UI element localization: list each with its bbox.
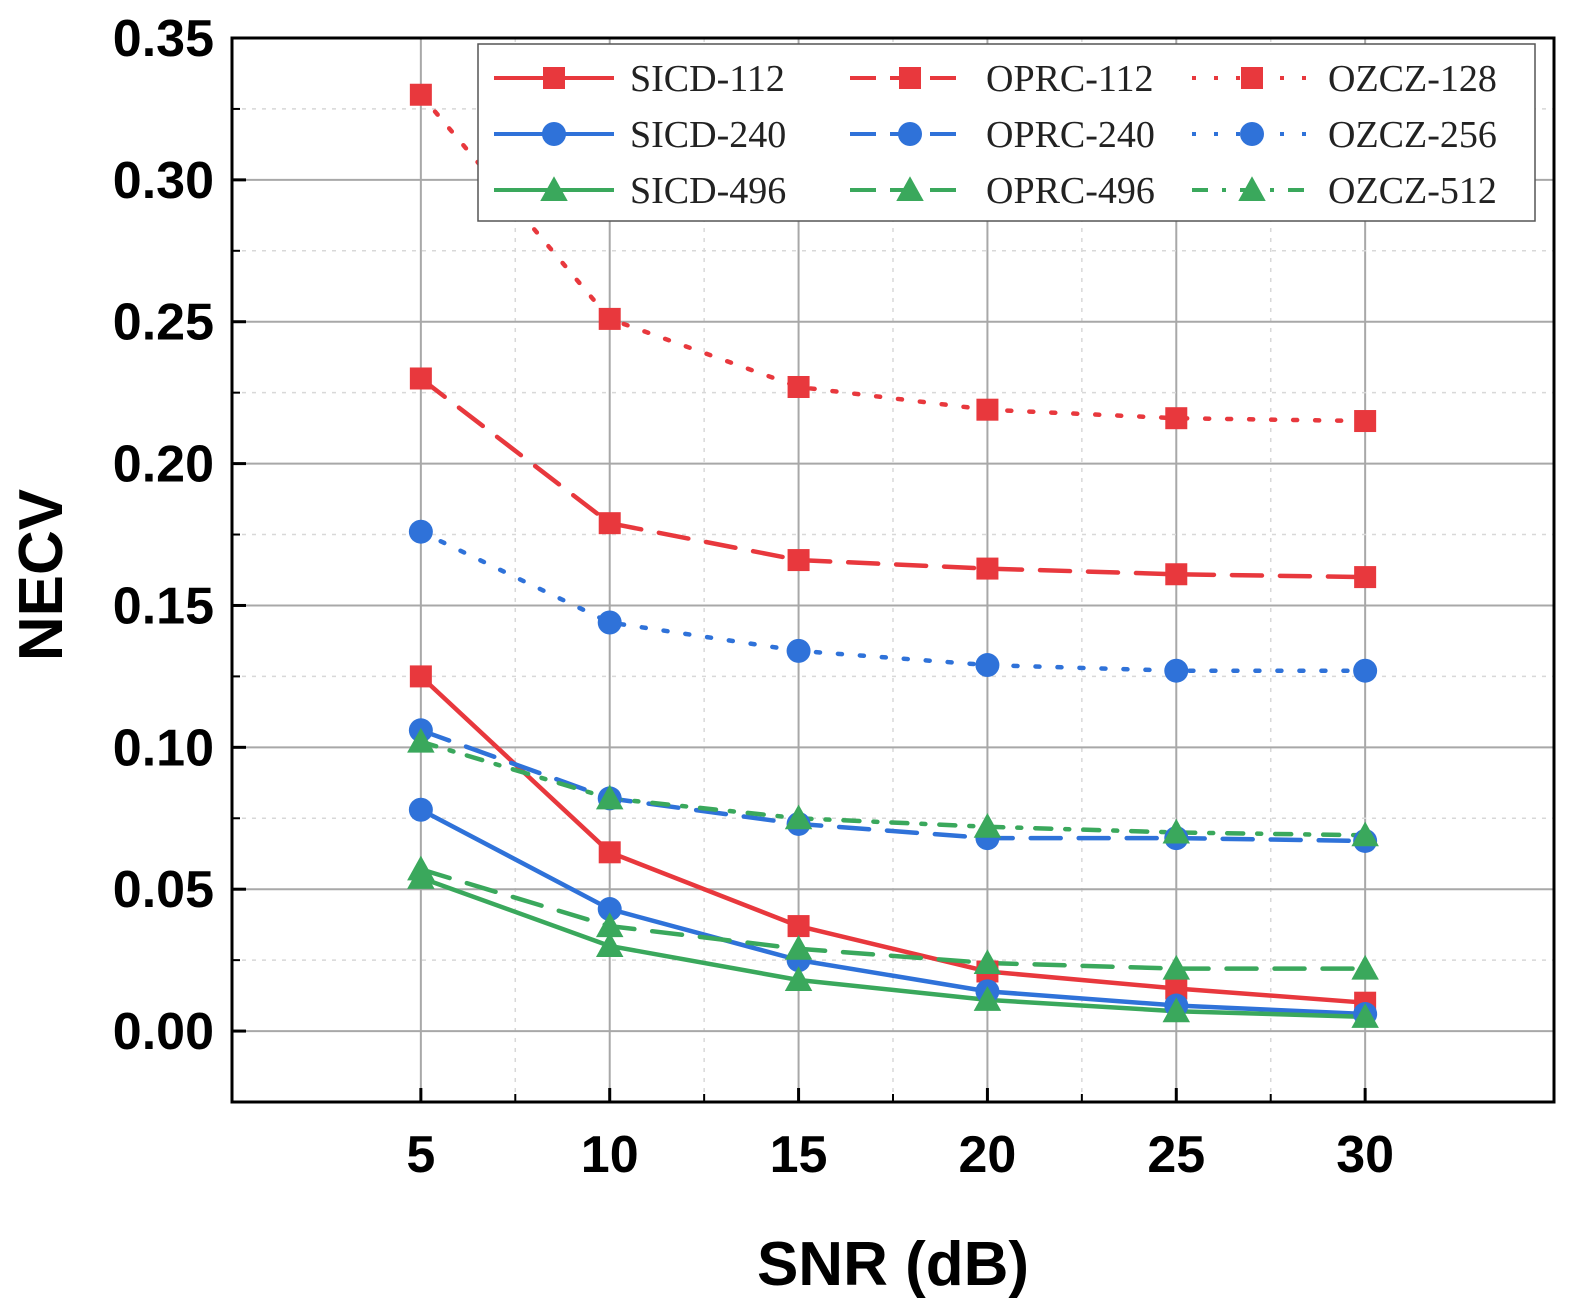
legend-marker-sicd-112 — [543, 67, 565, 89]
axis-ticks: 5 10 15 20 25 30 0.00 0.05 0.10 0.15 0.20 0.25 0.30 0… — [113, 10, 1394, 1184]
data-point-oprc-496 — [1162, 954, 1191, 980]
legend-marker-oprc-240 — [898, 122, 922, 146]
data-point-ozcz-256 — [975, 653, 1000, 678]
legend-label-oprc-496: OPRC-496 — [986, 170, 1155, 212]
data-point-ozcz-128 — [409, 83, 432, 106]
legend: SICD-112 OPRC-112 OZCZ-128 SICD-240 OPRC-240… — [477, 43, 1536, 222]
legend-marker-oprc-112 — [899, 67, 921, 89]
data-point-ozcz-512 — [407, 727, 435, 753]
data-point-sicd-112 — [1165, 977, 1188, 1000]
y-tick-label: 0.35 — [113, 10, 214, 68]
data-point-oprc-112 — [1354, 566, 1377, 589]
series-line-sicd-496 — [418, 875, 1368, 1020]
series-line-ozcz-256 — [418, 529, 1368, 673]
series-line-ozcz-128 — [418, 92, 1368, 424]
data-point-ozcz-128 — [1165, 407, 1188, 430]
legend-label-oprc-240: OPRC-240 — [986, 114, 1155, 156]
y-tick-label: 0.30 — [113, 152, 214, 210]
data-point-oprc-112 — [1165, 563, 1188, 586]
data-point-sicd-240 — [408, 797, 433, 822]
data-point-oprc-496 — [973, 949, 1002, 974]
legend-label-ozcz-512: OZCZ-512 — [1328, 170, 1497, 212]
series-markers — [407, 83, 1379, 1028]
series-lines — [418, 92, 1368, 1020]
data-point-sicd-240 — [597, 897, 622, 922]
data-point-sicd-112 — [787, 915, 810, 938]
y-tick-label: 0.25 — [113, 294, 214, 352]
legend-label-sicd-496: SICD-496 — [630, 170, 786, 212]
data-point-ozcz-256 — [408, 519, 433, 544]
data-point-sicd-496 — [973, 986, 1002, 1011]
data-point-oprc-496 — [784, 935, 813, 960]
data-point-ozcz-512 — [973, 813, 1002, 838]
legend-label-oprc-112: OPRC-112 — [986, 58, 1154, 100]
data-point-ozcz-128 — [787, 375, 810, 398]
data-point-oprc-496 — [1351, 954, 1379, 980]
data-point-ozcz-256 — [597, 610, 622, 635]
x-tick-label: 10 — [581, 1126, 639, 1184]
data-point-oprc-112 — [787, 549, 810, 572]
data-point-ozcz-512 — [784, 804, 813, 830]
data-point-sicd-496 — [595, 932, 624, 957]
data-point-sicd-496 — [784, 966, 813, 991]
y-tick-label: 0.10 — [113, 719, 214, 777]
y-tick-label: 0.15 — [113, 577, 214, 635]
data-point-oprc-496 — [595, 912, 624, 938]
legend-label-sicd-240: SICD-240 — [630, 114, 786, 156]
series-line-oprc-496 — [418, 867, 1368, 971]
data-point-ozcz-512 — [1351, 821, 1379, 847]
data-point-oprc-112 — [598, 512, 621, 535]
y-axis-title: NECV — [7, 489, 76, 661]
legend-marker-sicd-496 — [540, 176, 568, 201]
legend-marker-ozcz-128 — [1241, 67, 1263, 89]
legend-label-ozcz-128: OZCZ-128 — [1328, 58, 1497, 100]
y-tick-label: 0.20 — [113, 436, 214, 494]
data-point-ozcz-512 — [595, 784, 624, 810]
legend-label-sicd-112: SICD-112 — [630, 58, 785, 100]
legend-label-ozcz-256: OZCZ-256 — [1328, 114, 1497, 156]
series-line-oprc-240 — [418, 728, 1368, 844]
data-point-oprc-112 — [409, 367, 432, 390]
data-point-sicd-496 — [1162, 997, 1191, 1023]
series-line-sicd-240 — [418, 807, 1368, 1017]
data-point-ozcz-256 — [1164, 658, 1189, 683]
data-point-ozcz-128 — [1354, 410, 1377, 433]
series-line-ozcz-512 — [418, 739, 1368, 838]
x-tick-label: 20 — [959, 1126, 1017, 1184]
data-point-ozcz-128 — [976, 398, 999, 421]
legend-marker-oprc-496 — [896, 176, 924, 201]
x-tick-label: 30 — [1336, 1126, 1394, 1184]
data-point-ozcz-256 — [1353, 658, 1378, 683]
x-tick-label: 5 — [406, 1126, 435, 1184]
data-point-sicd-112 — [598, 841, 621, 864]
data-point-ozcz-512 — [1162, 818, 1191, 844]
x-axis-title: SNR (dB) — [757, 1230, 1029, 1299]
y-tick-label: 0.00 — [113, 1003, 214, 1061]
series-line-sicd-112 — [418, 674, 1368, 1005]
data-point-sicd-496 — [1351, 1003, 1379, 1028]
data-point-oprc-112 — [976, 557, 999, 580]
legend-marker-sicd-240 — [542, 122, 566, 146]
legend-box — [477, 43, 1536, 222]
y-tick-label: 0.05 — [113, 861, 214, 919]
x-tick-label: 15 — [770, 1126, 828, 1184]
data-point-oprc-496 — [407, 855, 435, 881]
legend-marker-ozcz-512 — [1238, 176, 1266, 201]
data-point-ozcz-128 — [598, 307, 621, 330]
x-tick-label: 25 — [1147, 1126, 1205, 1184]
data-point-sicd-112 — [409, 665, 432, 688]
legend-marker-ozcz-256 — [1240, 122, 1264, 146]
data-point-ozcz-256 — [786, 638, 811, 663]
series-line-oprc-112 — [418, 376, 1368, 580]
